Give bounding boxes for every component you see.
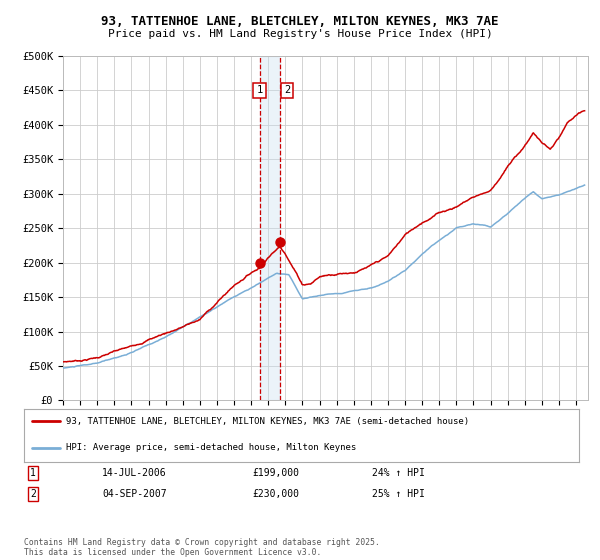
Text: HPI: Average price, semi-detached house, Milton Keynes: HPI: Average price, semi-detached house,… [65, 443, 356, 452]
Text: £199,000: £199,000 [252, 468, 299, 478]
Text: 14-JUL-2006: 14-JUL-2006 [102, 468, 167, 478]
Text: Price paid vs. HM Land Registry's House Price Index (HPI): Price paid vs. HM Land Registry's House … [107, 29, 493, 39]
Text: 2: 2 [30, 489, 36, 499]
Text: 04-SEP-2007: 04-SEP-2007 [102, 489, 167, 499]
Text: 2: 2 [284, 86, 290, 95]
Text: Contains HM Land Registry data © Crown copyright and database right 2025.
This d: Contains HM Land Registry data © Crown c… [24, 538, 380, 557]
Text: 93, TATTENHOE LANE, BLETCHLEY, MILTON KEYNES, MK3 7AE: 93, TATTENHOE LANE, BLETCHLEY, MILTON KE… [101, 15, 499, 28]
Text: £230,000: £230,000 [252, 489, 299, 499]
Text: 25% ↑ HPI: 25% ↑ HPI [372, 489, 425, 499]
Bar [260, 56, 280, 400]
Text: 1: 1 [30, 468, 36, 478]
Text: 24% ↑ HPI: 24% ↑ HPI [372, 468, 425, 478]
Text: 1: 1 [256, 86, 263, 95]
Text: 93, TATTENHOE LANE, BLETCHLEY, MILTON KEYNES, MK3 7AE (semi-detached house): 93, TATTENHOE LANE, BLETCHLEY, MILTON KE… [65, 417, 469, 426]
